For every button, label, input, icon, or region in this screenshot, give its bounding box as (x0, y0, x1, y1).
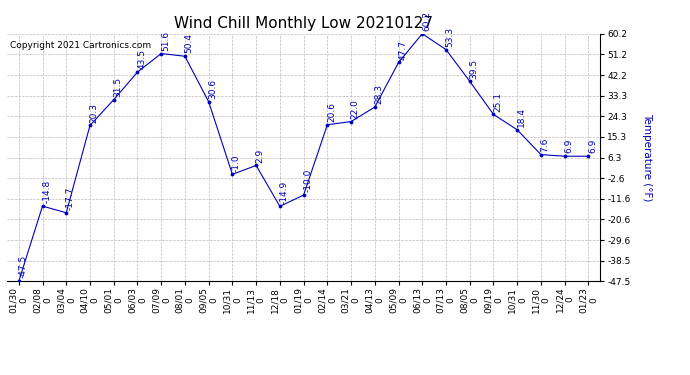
Text: 2.9: 2.9 (256, 148, 265, 163)
Text: Copyright 2021 Cartronics.com: Copyright 2021 Cartronics.com (10, 41, 151, 50)
Text: -14.9: -14.9 (279, 180, 288, 204)
Text: 47.7: 47.7 (398, 40, 407, 60)
Text: 31.5: 31.5 (113, 77, 122, 97)
Y-axis label: Temperature (°F): Temperature (°F) (642, 113, 652, 202)
Text: 20.6: 20.6 (327, 102, 336, 122)
Text: -17.7: -17.7 (66, 187, 75, 210)
Text: 60.2: 60.2 (422, 11, 431, 31)
Text: 25.1: 25.1 (493, 92, 502, 112)
Text: 22.0: 22.0 (351, 99, 359, 119)
Text: -1.0: -1.0 (232, 154, 241, 172)
Text: -14.8: -14.8 (42, 180, 51, 203)
Text: 7.6: 7.6 (541, 138, 550, 152)
Text: 39.5: 39.5 (469, 58, 478, 78)
Text: -10.0: -10.0 (304, 169, 313, 192)
Text: 30.6: 30.6 (208, 79, 217, 99)
Title: Wind Chill Monthly Low 20210127: Wind Chill Monthly Low 20210127 (174, 16, 433, 31)
Text: 43.5: 43.5 (137, 50, 146, 69)
Text: 28.3: 28.3 (375, 84, 384, 104)
Text: 6.9: 6.9 (588, 139, 597, 153)
Text: 50.4: 50.4 (185, 33, 194, 54)
Text: 18.4: 18.4 (517, 107, 526, 127)
Text: 51.6: 51.6 (161, 31, 170, 51)
Text: 53.3: 53.3 (446, 27, 455, 47)
Text: 20.3: 20.3 (90, 103, 99, 123)
Text: 6.9: 6.9 (564, 139, 573, 153)
Text: -47.5: -47.5 (19, 255, 28, 279)
